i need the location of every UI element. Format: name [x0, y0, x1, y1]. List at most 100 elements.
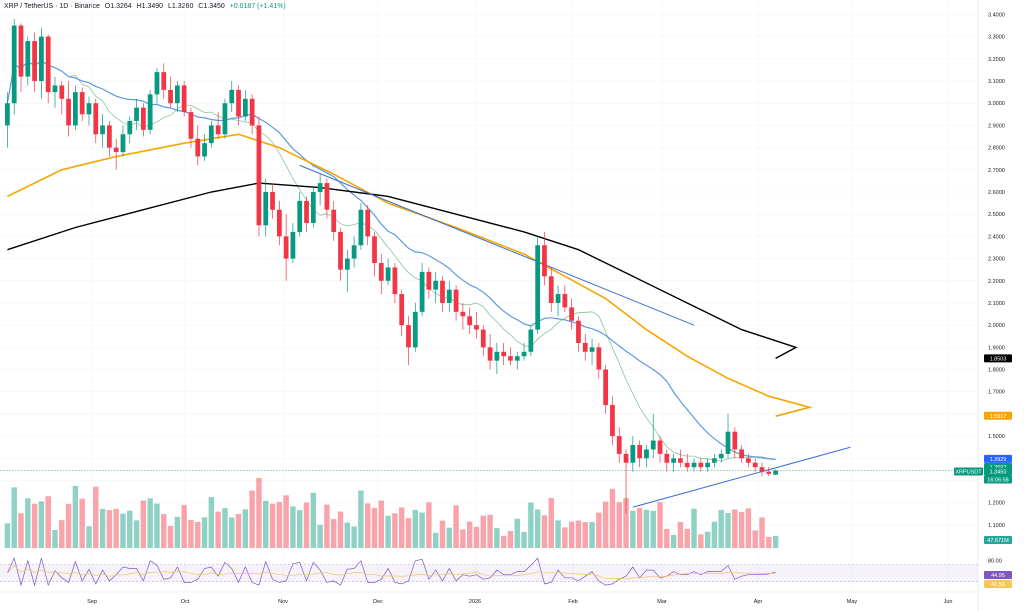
candle-body — [113, 147, 119, 153]
price-tick-label: 2.1000 — [988, 301, 1005, 307]
high-value: H1.3490 — [136, 3, 164, 10]
price-tick-label: 1.1000 — [988, 523, 1005, 529]
month-label: 2026 — [469, 599, 481, 605]
volume-bar — [181, 505, 187, 548]
candle-body — [752, 462, 758, 468]
price-tick-label: 2.3000 — [988, 257, 1005, 263]
price-tick-label: 2.7000 — [988, 168, 1005, 174]
price-tag-label: 1.3929 — [990, 457, 1007, 463]
change-value: +0.0187 (+1.41%) — [229, 3, 286, 10]
volume-bar — [664, 528, 670, 548]
candle-body — [691, 462, 697, 468]
volume-bar — [161, 514, 167, 548]
volume-bar — [235, 513, 242, 548]
volume-tag-label: 47.671M — [987, 538, 1009, 544]
volume-bar — [31, 503, 38, 548]
volume-bar — [337, 511, 344, 548]
volume-bar — [330, 519, 337, 548]
candle-body — [664, 453, 670, 463]
volume-bar — [297, 510, 303, 548]
candle-body — [440, 280, 445, 303]
volume-bar — [59, 520, 65, 548]
price-tick-label: 1.5000 — [988, 434, 1005, 440]
volume-bar — [643, 509, 650, 548]
candle-body — [249, 98, 255, 126]
candle-body — [650, 440, 656, 450]
candle-body — [576, 320, 581, 343]
candle-body — [86, 103, 92, 115]
volume-bar — [120, 513, 126, 548]
trendline-layer — [299, 164, 851, 508]
volume-bar — [310, 492, 317, 548]
candle-body — [399, 294, 405, 326]
candle-body — [725, 431, 731, 454]
volume-bar — [167, 525, 174, 548]
candle-body — [372, 236, 377, 264]
volume-bar — [684, 528, 690, 548]
volume-bar — [609, 488, 616, 548]
volume-bar — [698, 534, 704, 548]
volume-bar — [426, 502, 432, 548]
month-label: Feb — [568, 599, 577, 605]
candle-body — [283, 236, 289, 259]
volume-tag-label-bg — [984, 536, 1012, 544]
candle-body — [412, 311, 418, 348]
volume-bar — [174, 516, 181, 548]
candle-body — [310, 191, 316, 224]
month-label: Jun — [944, 599, 953, 605]
price-tick-label: 3.3000 — [988, 35, 1005, 41]
volume-bar — [711, 521, 718, 548]
volume-bar — [446, 527, 453, 548]
volume-bar — [256, 478, 262, 548]
price-axis[interactable]: 3.4000 3.3000 3.2000 3.1000 3.0000 2.9000 2.80… — [977, 0, 1005, 611]
candle-body — [582, 342, 588, 352]
volume-bar — [208, 497, 215, 548]
candle-body — [161, 72, 167, 90]
candle-body — [759, 467, 765, 472]
volume-bar — [466, 521, 473, 548]
candle-body — [338, 231, 343, 270]
candle-body — [32, 41, 37, 82]
volume-bar — [541, 515, 548, 548]
month-label: Oct — [181, 599, 190, 605]
price-tag-label: 1.8503 — [990, 356, 1007, 362]
candle-body — [623, 453, 629, 463]
volume-bar — [453, 505, 459, 548]
volume-bar — [4, 523, 11, 548]
candle-body — [18, 25, 24, 77]
candle-body — [542, 245, 547, 277]
volume-bar — [378, 500, 385, 548]
candle-body — [521, 351, 527, 357]
price-tick-label: 2.0000 — [988, 323, 1005, 329]
volume-bar — [670, 534, 677, 548]
volume-bar — [283, 495, 289, 548]
candle-body — [229, 89, 235, 104]
volume-bar — [473, 526, 480, 548]
rsi-ma-line — [7, 565, 776, 580]
candle-body — [460, 311, 466, 317]
volume-bar — [18, 513, 24, 548]
candle-body — [331, 209, 337, 232]
ma-medium-line — [6, 59, 776, 460]
price-tick-label: 3.2000 — [988, 57, 1005, 63]
volume-bar — [242, 509, 249, 548]
candle-body — [208, 125, 214, 144]
candle-body — [317, 183, 323, 192]
candle-body — [474, 325, 479, 330]
candle-body — [718, 453, 724, 459]
candle-body — [358, 209, 364, 246]
candle-body — [739, 449, 744, 459]
volume-bar — [276, 502, 283, 548]
moving-average-layer — [6, 59, 813, 462]
volume-bar — [147, 498, 153, 548]
candle-body — [100, 125, 105, 135]
price-tick-label: 2.4000 — [988, 234, 1005, 240]
price-tick-label: 3.1000 — [988, 79, 1005, 85]
volume-bar — [521, 532, 527, 548]
volume-bar — [398, 507, 405, 548]
time-axis[interactable]: Sep Oct Nov Dec 2026 Feb Mar Apr May Jun — [0, 591, 978, 605]
candle-body — [630, 445, 636, 463]
candle-body — [290, 231, 296, 259]
candle-body — [678, 458, 683, 463]
